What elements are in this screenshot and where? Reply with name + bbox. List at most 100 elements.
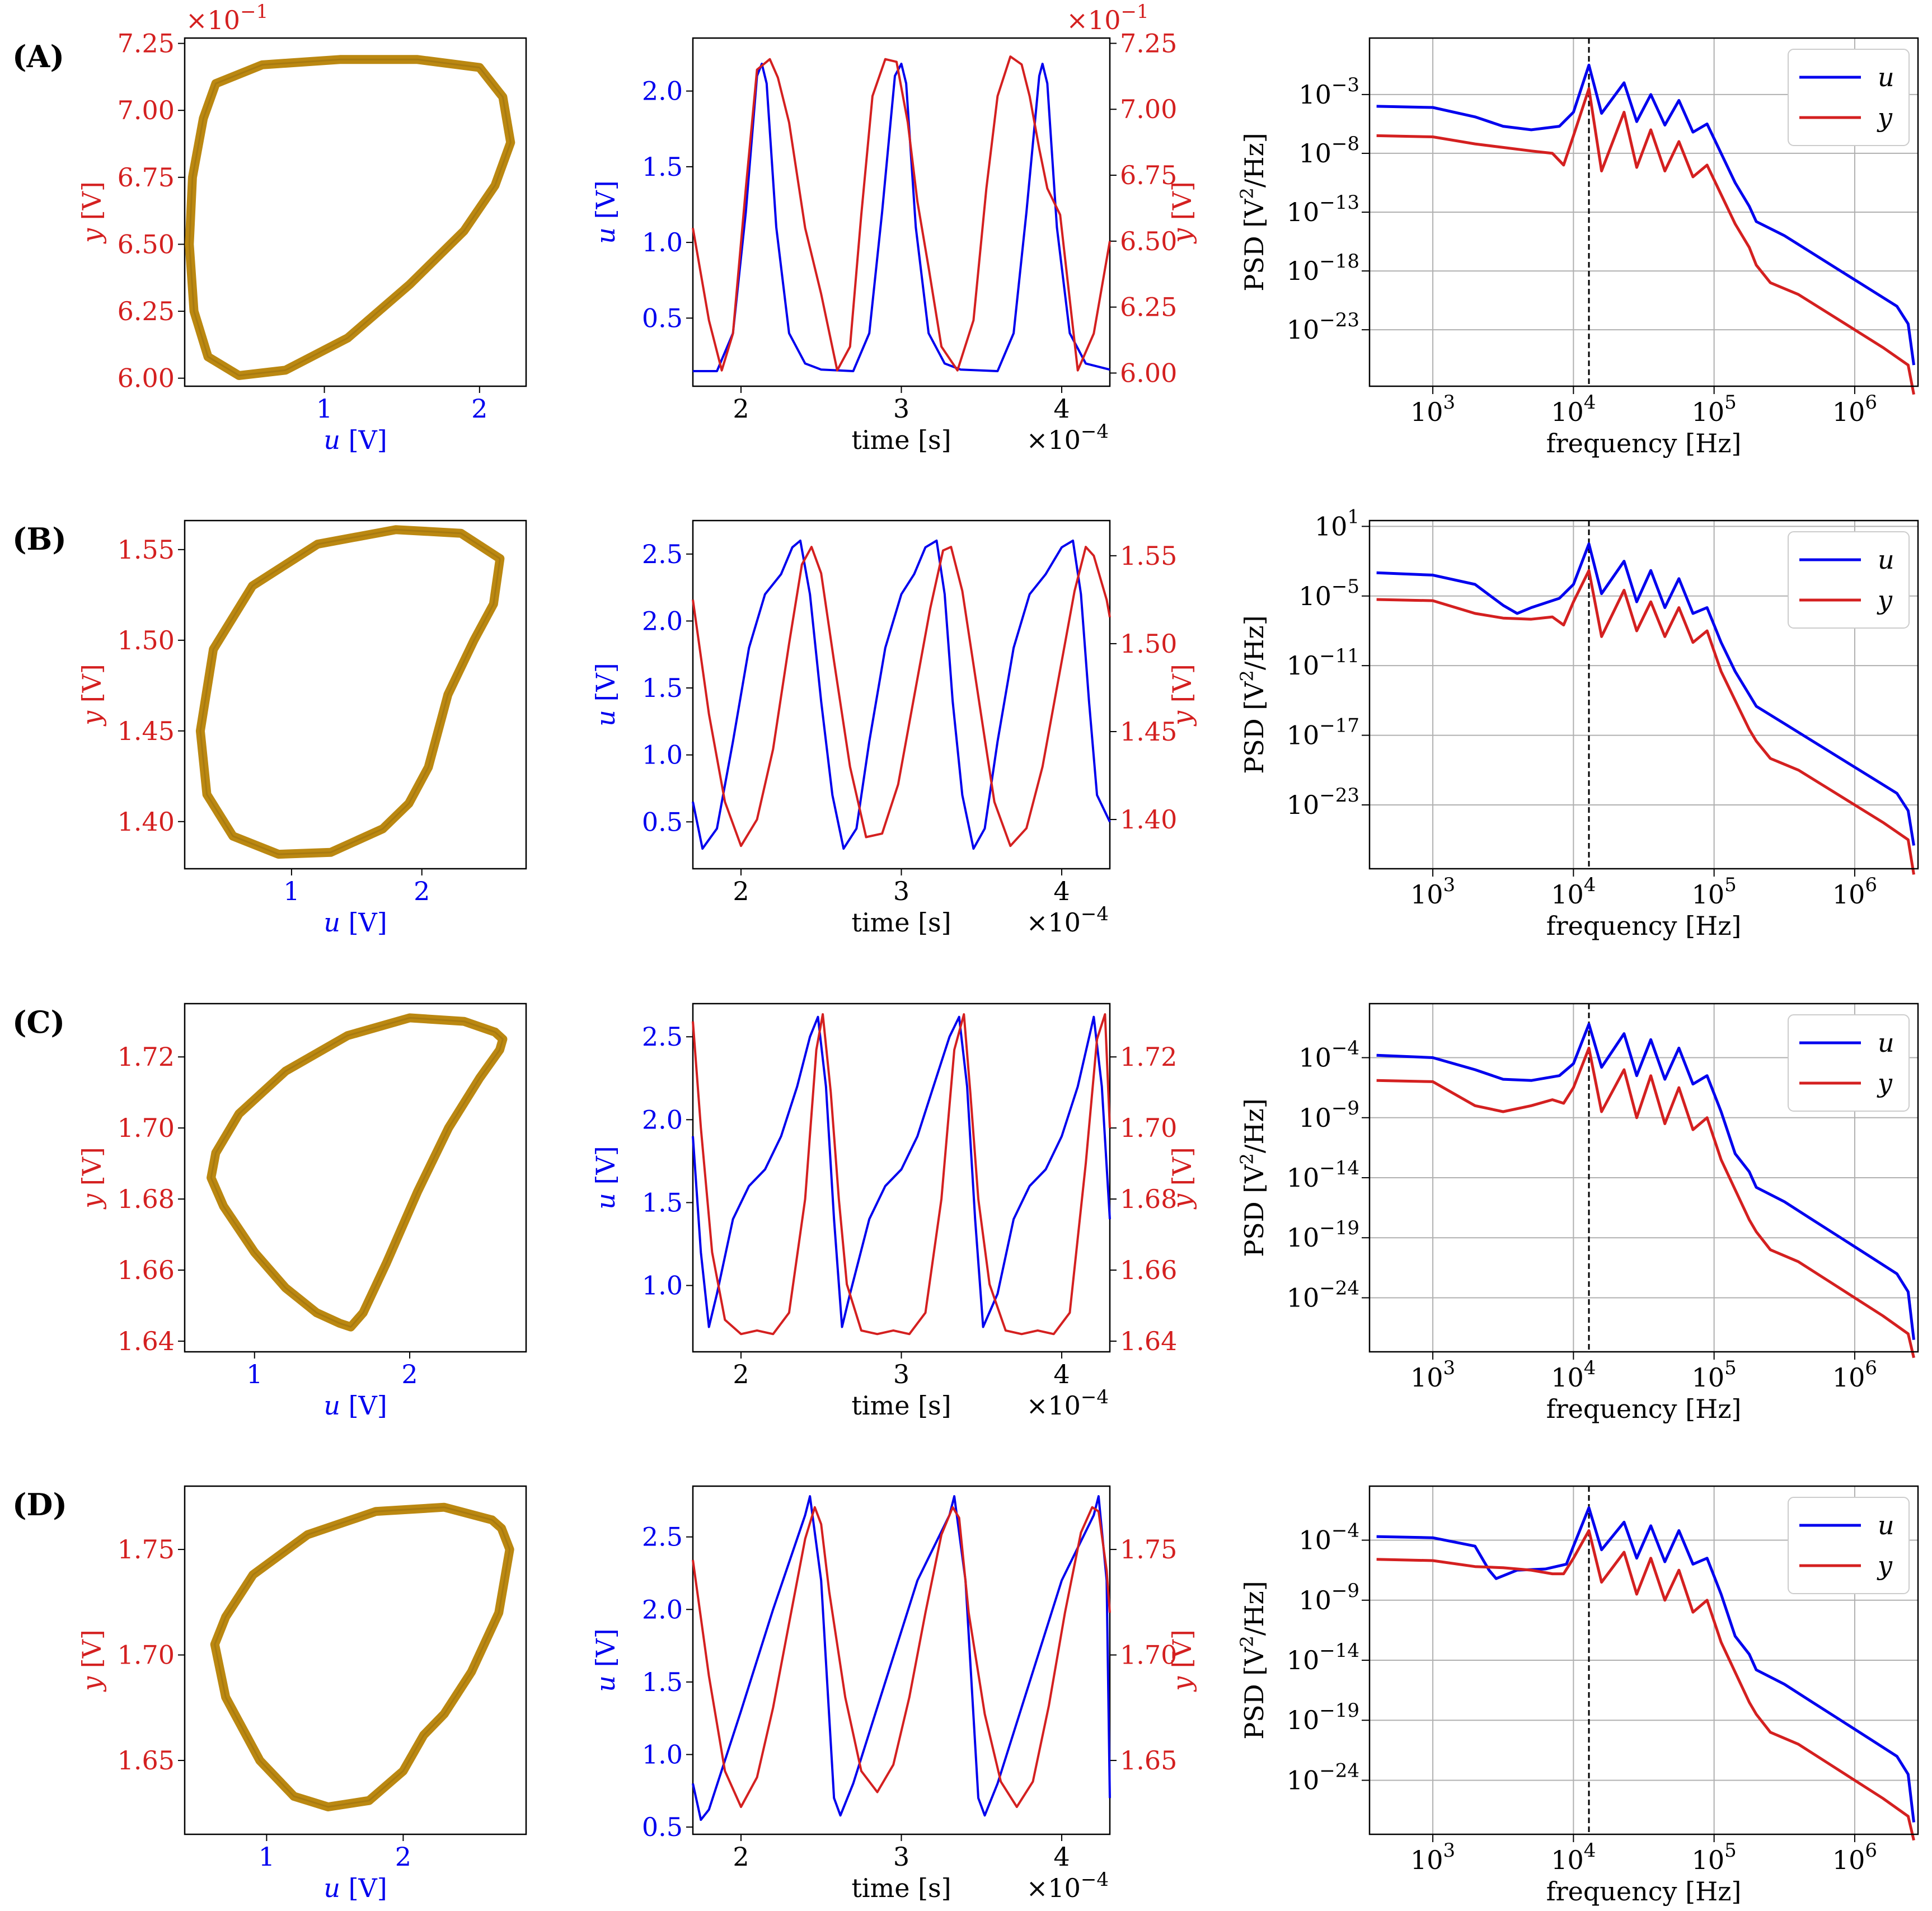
y-tick-label: 10−17 (1287, 715, 1359, 751)
y-tick-label: 1.64 (118, 1326, 175, 1356)
x-axis-label: u [V] (323, 907, 387, 938)
y-left-axis-label: u [V] (590, 1146, 621, 1209)
y-tick-label: 7.25 (118, 29, 175, 59)
y-tick-label: 10−8 (1298, 133, 1359, 168)
y-left-tick-label: 0.5 (642, 303, 683, 333)
x-tick-label: 3 (893, 394, 909, 424)
y-axis-label: PSD [V2/Hz] (1236, 1098, 1269, 1257)
y-tick-label: 6.75 (118, 162, 175, 193)
legend-u-label: u (1878, 62, 1895, 92)
x-axis-label: time [s] (851, 1390, 951, 1421)
legend: uy (1788, 49, 1910, 146)
y-right-tick-label: 1.72 (1120, 1042, 1177, 1072)
y-axis-label: PSD [V2/Hz] (1236, 133, 1269, 291)
axes-frame (184, 1485, 527, 1835)
y-tick-label: 7.00 (118, 95, 175, 125)
y-left-tick-label: 2.5 (642, 1022, 683, 1052)
y-tick-label: 10−3 (1298, 74, 1359, 110)
panel-label: (D) (12, 1487, 67, 1523)
y-left-tick-label: 1.0 (642, 1739, 683, 1769)
y-tick-label: 10−4 (1298, 1520, 1359, 1556)
y-tick-label: 10−14 (1287, 1640, 1359, 1675)
y-left-tick-label: 1.0 (642, 740, 683, 770)
x-tick-label: 105 (1692, 874, 1737, 910)
legend-y-label: y (1877, 1068, 1893, 1098)
y-axis-label: PSD [V2/Hz] (1236, 615, 1269, 774)
y-tick-label: 10−24 (1287, 1277, 1359, 1313)
axes-frame (184, 1003, 527, 1353)
y-right-axis-label: y [V] (1167, 1629, 1197, 1692)
y-left-tick-label: 0.5 (642, 807, 683, 837)
x-axis-label: u [V] (323, 425, 387, 455)
x-tick-label: 2 (395, 1842, 411, 1872)
y-right-axis-label: y [V] (1167, 1147, 1197, 1210)
legend-u-label: u (1878, 1510, 1895, 1540)
y-right-tick-label: 1.65 (1120, 1745, 1177, 1776)
x-axis-label: u [V] (323, 1390, 387, 1421)
y-right-tick-label: 1.64 (1120, 1326, 1177, 1356)
x-tick-label: 3 (893, 876, 909, 906)
y-tick-label: 1.40 (118, 807, 175, 837)
x-tick-label: 106 (1832, 391, 1877, 427)
y-right-tick-label: 1.40 (1120, 804, 1177, 835)
x-multiplier: ×10−4 (1026, 903, 1109, 938)
axes-frame (184, 519, 527, 870)
x-tick-label: 104 (1551, 1839, 1596, 1875)
chart-d-phase-portrait: (D) 1 2 1.65 1.70 1.75 u [V] y [V] (12, 1485, 527, 1903)
x-axis-label: u [V] (323, 1873, 387, 1903)
y-tick-label: 1.65 (118, 1745, 175, 1776)
axes-frame (1368, 1485, 1919, 1835)
legend: uy (1788, 1497, 1910, 1594)
x-tick-label: 104 (1551, 1357, 1596, 1393)
y-tick-label: 101 (1315, 505, 1359, 541)
trajectory-line (188, 58, 512, 377)
y-tick-label: 10−19 (1287, 1217, 1359, 1253)
panel-label: (C) (12, 1004, 65, 1040)
series-u-line (1376, 1023, 1915, 1340)
chart-d-time-series: 2 3 4 0.5 1.0 1.5 2.0 2.5 1.65 1.70 1.75 ×10−4 time … (590, 1485, 1197, 1903)
x-tick-label: 2 (733, 1842, 749, 1872)
y-tick-label: 1.75 (118, 1534, 175, 1565)
legend-y-label: y (1877, 102, 1893, 133)
x-tick-label: 103 (1410, 1839, 1455, 1875)
y-tick-label: 10−4 (1298, 1037, 1359, 1073)
y-left-tick-label: 2.0 (642, 76, 683, 106)
x-tick-label: 1 (246, 1359, 262, 1389)
legend-y-label: y (1877, 1551, 1893, 1581)
y-tick-label: 6.00 (118, 363, 175, 394)
y-tick-label: 10−14 (1287, 1157, 1359, 1193)
y-right-tick-label: 1.70 (1120, 1113, 1177, 1143)
series-u-line (692, 1015, 1111, 1328)
legend-box (1788, 1014, 1910, 1112)
trajectory-line (214, 1506, 511, 1808)
y-left-axis-label: u [V] (590, 1628, 621, 1692)
series-y-line (692, 546, 1111, 847)
x-multiplier: ×10−4 (1026, 1386, 1109, 1421)
legend-box (1788, 49, 1910, 146)
x-tick-label: 103 (1410, 874, 1455, 910)
y-left-tick-label: 2.0 (642, 1104, 683, 1135)
x-axis-label: frequency [Hz] (1546, 911, 1742, 941)
y-left-tick-label: 1.0 (642, 227, 683, 257)
x-tick-label: 104 (1551, 874, 1596, 910)
axes-frame (1368, 1003, 1919, 1353)
trajectory-band (207, 1013, 508, 1332)
y-left-tick-label: 1.5 (642, 1187, 683, 1217)
x-tick-label: 1 (283, 876, 299, 906)
y-tick-label: 10−19 (1287, 1699, 1359, 1735)
y-axis-label: y [V] (77, 1629, 107, 1692)
y-tick-label: 1.55 (118, 535, 175, 565)
y-left-tick-label: 1.5 (642, 152, 683, 182)
trajectory-band (210, 1502, 514, 1811)
y-tick-label: 10−9 (1298, 1097, 1359, 1133)
series-y-line (1376, 1046, 1915, 1359)
x-tick-label: 2 (733, 876, 749, 906)
x-tick-label: 105 (1692, 1839, 1737, 1875)
y-tick-label: 1.68 (118, 1184, 175, 1214)
x-axis-label: frequency [Hz] (1546, 1876, 1742, 1907)
legend-u-label: u (1878, 545, 1895, 575)
y-tick-label: 6.25 (118, 296, 175, 326)
series-y-line (1376, 1529, 1915, 1841)
trajectory-band (185, 55, 515, 380)
